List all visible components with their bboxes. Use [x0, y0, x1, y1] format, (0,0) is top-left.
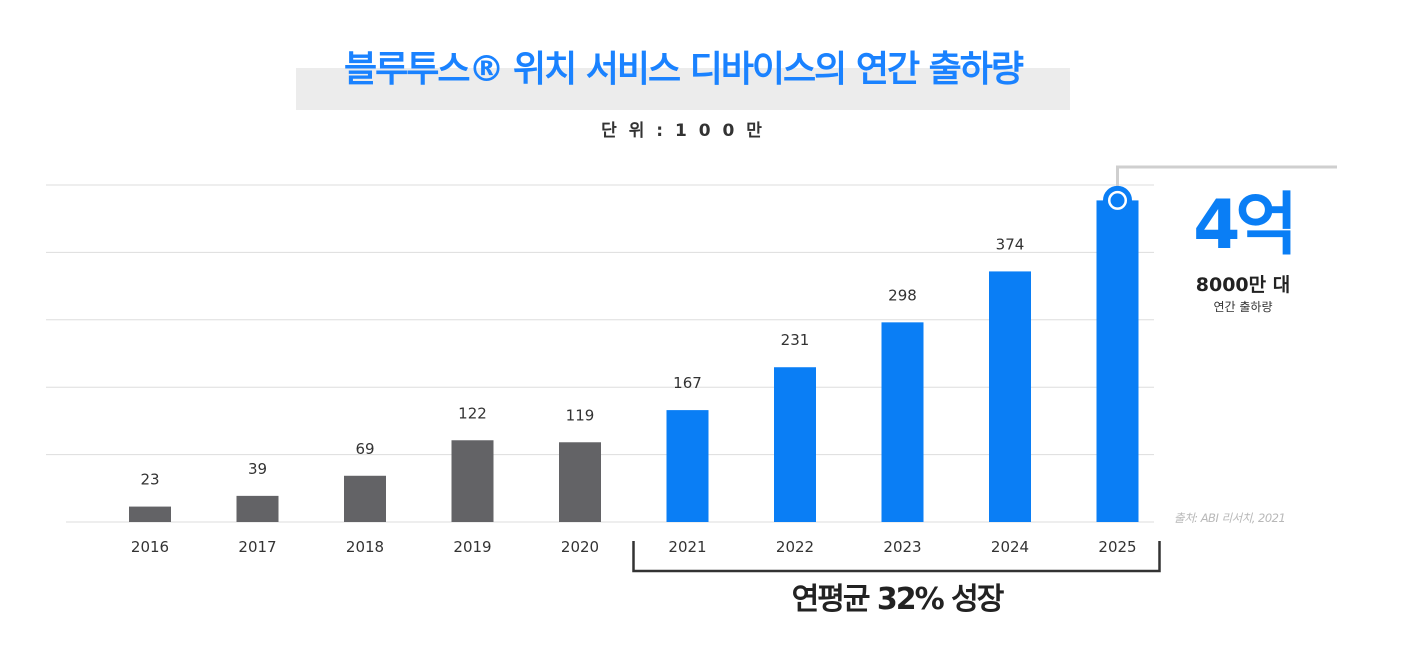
x-tick-2023: 2023 [883, 538, 921, 556]
highlight-caption: 연간 출하량 [1213, 300, 1273, 314]
data-label-2022: 231 [781, 331, 810, 349]
unit-label: 단 위 : 1 0 0 만 [601, 121, 765, 141]
chart-title: 블루투스® 위치 서비스 디바이스의 연간 출하량 [344, 49, 1024, 90]
x-tick-2017: 2017 [238, 538, 276, 556]
data-label-2024: 374 [996, 235, 1025, 253]
x-tick-2022: 2022 [776, 538, 814, 556]
x-tick-labels: 2016 2017 2018 2019 2020 2021 2022 2023 2024 2025 [131, 538, 1137, 556]
source-note: 출처: ABI 리서치, 2021 [1174, 511, 1286, 525]
highlight-value: 4억 [1193, 186, 1298, 265]
bracket-line [632, 541, 1161, 573]
data-label-2021: 167 [673, 374, 702, 392]
bar-2020 [559, 442, 601, 522]
bar-2024 [989, 271, 1031, 522]
x-tick-2021: 2021 [668, 538, 706, 556]
x-tick-2025: 2025 [1098, 538, 1136, 556]
data-label-2018: 69 [355, 440, 374, 458]
bar-2023 [881, 322, 924, 522]
bar-2022 [774, 367, 816, 522]
x-tick-2016: 2016 [131, 538, 169, 556]
bar-2017 [236, 495, 279, 522]
x-tick-2024: 2024 [991, 538, 1029, 556]
growth-bracket [632, 541, 1161, 573]
data-label-2017: 39 [248, 460, 267, 478]
x-tick-2019: 2019 [453, 538, 491, 556]
marker-dot [1110, 193, 1125, 208]
bar-2019 [451, 440, 494, 522]
data-label-2020: 119 [566, 406, 595, 424]
bar-2021 [666, 410, 709, 522]
data-label-2023: 298 [888, 286, 917, 304]
highlight-subvalue: 8000만 대 [1195, 274, 1291, 296]
data-label-2019: 122 [458, 404, 487, 422]
x-tick-2020: 2020 [561, 538, 599, 556]
data-label-2016: 23 [140, 471, 159, 489]
bars [129, 200, 1139, 522]
highlight-marker [1103, 165, 1337, 215]
bar-2025 [1096, 200, 1139, 522]
x-tick-2018: 2018 [346, 538, 384, 556]
bar-2016 [129, 506, 171, 522]
title-background [296, 68, 1070, 110]
value-labels: 23 39 69 122 119 167 231 298 374 [140, 235, 1024, 488]
growth-label: 연평균 32% 성장 [791, 582, 1005, 617]
bar-2018 [344, 475, 386, 522]
